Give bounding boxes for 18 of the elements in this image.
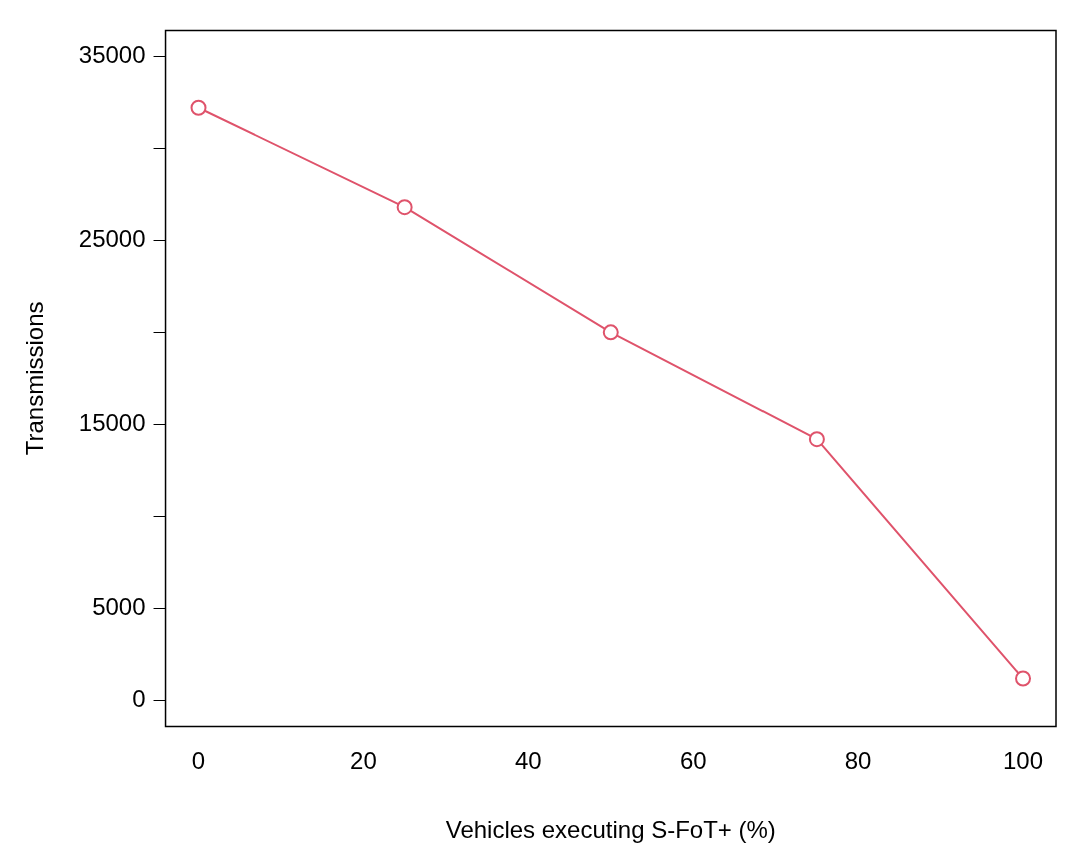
x-tick-label: 20: [350, 747, 377, 775]
y-tick-label: 5000: [92, 593, 146, 621]
y-axis-title: Transmissions: [21, 301, 49, 456]
y-tick-label: 25000: [78, 224, 146, 252]
x-tick-label: 60: [679, 747, 707, 775]
point: [602, 324, 619, 341]
x-tick-label: 40: [514, 747, 542, 775]
y-tick-label: 0: [132, 685, 146, 713]
x-axis-title: Vehicles executing S-FoT+ (%): [445, 816, 776, 844]
x-tick-label: 0: [191, 747, 206, 775]
x-tick-label: 100: [1003, 747, 1044, 775]
point: [1015, 670, 1032, 687]
y-tick-label: 35000: [78, 40, 146, 68]
point: [808, 431, 825, 448]
y-tick-label: 15000: [78, 409, 146, 437]
point: [396, 199, 413, 216]
x-tick-label: 80: [844, 747, 872, 775]
point: [190, 99, 207, 116]
